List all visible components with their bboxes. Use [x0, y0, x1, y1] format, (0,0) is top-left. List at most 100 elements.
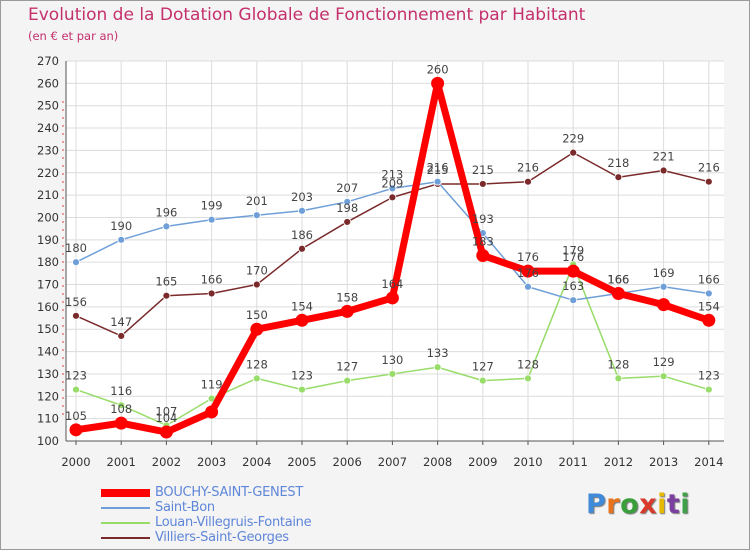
data-label-s2: 123 — [65, 369, 87, 383]
data-label-s1: 166 — [698, 272, 720, 286]
data-label-s0: 183 — [472, 234, 494, 248]
data-point-s2 — [388, 370, 397, 378]
y-tick-label: 210 — [37, 188, 59, 202]
data-point-s0 — [431, 76, 445, 90]
data-point-s1 — [117, 235, 126, 244]
x-tick-label: 2012 — [604, 455, 633, 469]
data-label-s3: 216 — [698, 161, 720, 175]
y-tick-label: 180 — [37, 255, 59, 269]
x-tick-label: 2010 — [513, 455, 542, 469]
logo-letter: o — [620, 489, 640, 520]
data-label-s0: 164 — [381, 277, 403, 291]
data-point-s3 — [614, 173, 623, 182]
data-label-s2: 133 — [427, 346, 449, 360]
data-label-s0: 176 — [517, 250, 539, 264]
logo-letter: t — [666, 489, 681, 520]
y-tick-label: 160 — [37, 300, 59, 314]
data-point-s2 — [252, 374, 261, 383]
data-point-s1 — [72, 258, 80, 267]
x-tick-label: 2005 — [287, 455, 316, 469]
data-point-s1 — [659, 282, 668, 291]
data-point-s1 — [433, 177, 442, 186]
data-point-s0 — [566, 264, 580, 278]
chart-title: Evolution de la Dotation Globale de Fonc… — [28, 5, 586, 25]
data-label-s0: 260 — [427, 62, 449, 76]
data-point-s1 — [569, 296, 578, 305]
data-label-s1: 199 — [201, 199, 223, 213]
data-point-s0 — [114, 416, 128, 430]
data-label-s0: 166 — [607, 272, 629, 286]
data-point-s0 — [521, 264, 535, 278]
x-tick-label: 2001 — [107, 455, 136, 469]
data-point-s2 — [704, 385, 713, 394]
x-tick-label: 2011 — [559, 455, 588, 469]
data-point-s0 — [250, 322, 264, 336]
legend-swatch — [101, 522, 150, 524]
chart-subtitle: (en € et par an) — [28, 29, 119, 43]
legend-swatch — [101, 537, 150, 539]
y-tick-label: 220 — [37, 166, 59, 180]
data-point-s2 — [614, 374, 623, 383]
data-point-s1 — [298, 206, 306, 215]
data-point-s0 — [385, 291, 399, 305]
data-label-s1: 213 — [381, 167, 403, 181]
x-tick-label: 2013 — [649, 455, 678, 469]
y-tick-label: 260 — [37, 76, 59, 90]
data-label-s3: 170 — [246, 264, 268, 278]
data-point-s3 — [524, 177, 532, 186]
data-label-s2: 119 — [201, 378, 223, 392]
data-label-s3: 229 — [562, 132, 584, 146]
data-label-s1: 207 — [336, 181, 358, 195]
data-label-s3: 209 — [381, 176, 403, 190]
data-label-s3: 166 — [201, 272, 223, 286]
data-label-s2: 128 — [246, 357, 268, 371]
legend-label: Louan-Villegruis-Fontaine — [155, 515, 312, 530]
data-point-s0 — [69, 423, 83, 437]
data-label-s1: 169 — [653, 266, 675, 280]
data-label-s2: 127 — [336, 360, 358, 374]
proxiti-logo: Proxiti — [586, 489, 690, 520]
y-tick-label: 100 — [37, 434, 59, 448]
y-tick-label: 150 — [37, 322, 59, 336]
y-tick-label: 270 — [37, 54, 59, 68]
data-label-s1: 176 — [517, 266, 539, 280]
y-tick-label: 190 — [37, 233, 59, 247]
data-point-s1 — [207, 215, 216, 224]
data-label-s0: 154 — [698, 299, 720, 313]
data-point-s3 — [207, 289, 216, 298]
data-label-s2: 129 — [653, 355, 675, 369]
data-label-s2: 128 — [517, 357, 539, 371]
data-label-s3: 156 — [65, 295, 87, 309]
logo-letter: i — [680, 489, 691, 520]
data-label-s0: 158 — [336, 290, 358, 304]
data-label-s2: 123 — [698, 369, 720, 383]
data-point-s3 — [478, 180, 487, 188]
x-tick-label: 2002 — [152, 455, 181, 469]
data-label-s1: 203 — [291, 190, 313, 204]
data-point-s2 — [117, 401, 126, 410]
y-tick-label: 230 — [37, 143, 59, 157]
data-label-s1: 196 — [155, 205, 177, 219]
legend-label: Saint-Bon — [155, 500, 215, 515]
data-point-s3 — [298, 244, 306, 253]
y-tick-label: 240 — [37, 121, 59, 135]
data-label-s1: 216 — [427, 161, 449, 175]
data-point-s1 — [343, 197, 352, 206]
data-label-s3: 198 — [336, 201, 358, 215]
data-point-s3 — [388, 193, 397, 202]
data-label-s3: 221 — [653, 150, 675, 164]
data-point-s3 — [343, 218, 352, 226]
data-point-s1 — [388, 184, 397, 193]
data-label-s0: 105 — [65, 409, 87, 423]
data-point-s3 — [569, 148, 578, 157]
legend-label: Villiers-Saint-Georges — [155, 530, 289, 545]
data-point-s2 — [298, 385, 306, 394]
x-tick-label: 2007 — [378, 455, 407, 469]
plot-area — [66, 61, 724, 441]
data-label-s3: 215 — [472, 163, 494, 177]
data-point-s0 — [657, 298, 671, 312]
data-point-s1 — [704, 289, 713, 298]
data-point-s2 — [433, 363, 442, 372]
data-label-s1: 190 — [110, 219, 132, 233]
